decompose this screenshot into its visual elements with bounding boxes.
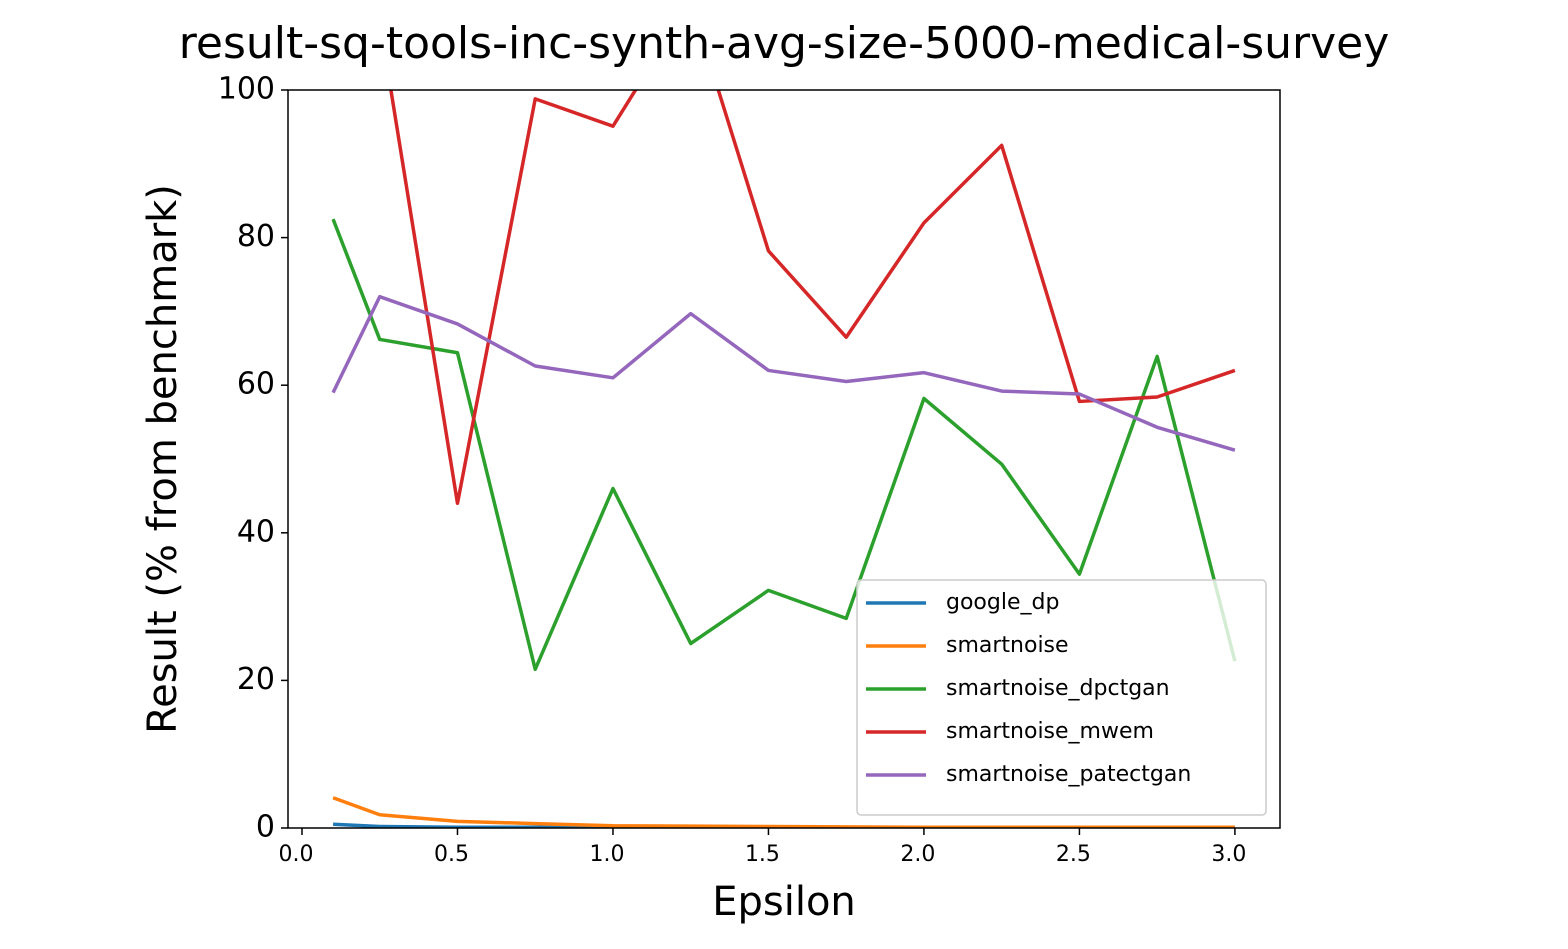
x-tick-label: 2.0: [900, 842, 935, 867]
y-tick-label: 20: [237, 662, 275, 697]
x-tick-label: 0.5: [434, 842, 469, 867]
series-line: [331, 294, 1236, 452]
legend-frame: [856, 579, 1267, 816]
x-tick-label: 0.0: [278, 842, 313, 867]
legend-label: smartnoise: [946, 633, 1069, 658]
legend-label: google_dp: [946, 590, 1059, 615]
series-line: [331, 218, 1237, 672]
x-tick-label: 2.5: [1056, 842, 1091, 867]
y-tick-label: 60: [237, 367, 275, 402]
x-tick-label: 1.5: [745, 842, 780, 867]
y-tick-label: 0: [256, 810, 275, 845]
y-tick-label: 100: [218, 72, 275, 107]
y-axis-label: Result (% from benchmark): [140, 184, 186, 734]
y-tick-label: 80: [237, 219, 275, 254]
x-tick-label: 3.0: [1211, 842, 1246, 867]
legend-label: smartnoise_mwem: [946, 719, 1154, 744]
legend-label: smartnoise_dpctgan: [946, 676, 1170, 701]
y-tick-label: 40: [237, 514, 275, 549]
legend-label: smartnoise_patectgan: [946, 762, 1191, 787]
chart-title: result-sq-tools-inc-synth-avg-size-5000-…: [179, 18, 1390, 69]
x-axis-label: Epsilon: [712, 879, 856, 925]
x-tick-label: 1.0: [589, 842, 624, 867]
plot-frame: [287, 89, 1281, 829]
series-line: [389, 90, 1236, 506]
